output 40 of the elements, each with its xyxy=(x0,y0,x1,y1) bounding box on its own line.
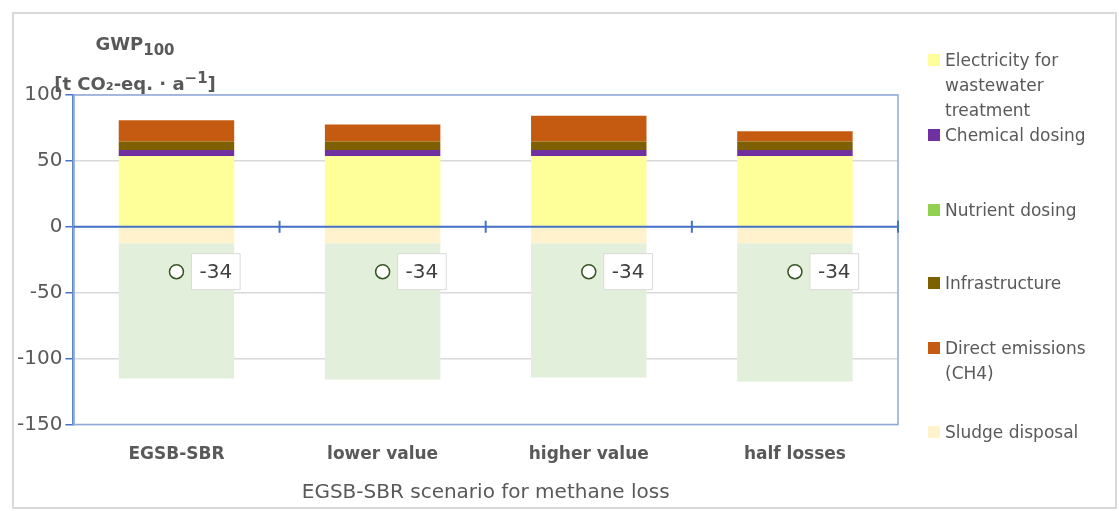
bar xyxy=(324,155,441,227)
bar xyxy=(737,155,853,227)
bar xyxy=(118,120,235,142)
legend-label: Direct emissions (CH4) xyxy=(945,337,1087,385)
y-tick-label: 0 xyxy=(49,213,63,238)
bar xyxy=(531,115,647,142)
bar xyxy=(324,150,441,156)
legend-label: Electricity for wastewater treatment xyxy=(945,49,1060,122)
x-axis-title: EGSB-SBR scenario for methane loss xyxy=(301,479,670,504)
x-tick-label: lower value xyxy=(327,443,439,464)
data-label: -34 xyxy=(405,258,439,283)
legend-label: Sludge disposal xyxy=(945,421,1079,444)
bar xyxy=(531,141,647,151)
bar xyxy=(118,227,235,244)
legend-label: Nutrient dosing xyxy=(945,199,1077,222)
bar xyxy=(737,141,853,151)
legend-label: Chemical dosing xyxy=(945,124,1086,147)
bar xyxy=(324,227,441,244)
bar xyxy=(118,155,235,227)
y-tick-label: 50 xyxy=(36,147,63,172)
bar xyxy=(531,155,647,227)
legend-label: Infrastructure xyxy=(945,272,1062,295)
y-tick-label: -150 xyxy=(17,410,63,435)
bar xyxy=(118,141,235,151)
data-label: -34 xyxy=(817,258,851,283)
bar xyxy=(118,150,235,156)
data-label: -34 xyxy=(611,258,645,283)
y-tick-label: -100 xyxy=(17,344,63,369)
bar xyxy=(737,150,853,156)
data-label: -34 xyxy=(199,258,233,283)
x-tick-label: half losses xyxy=(743,443,846,464)
bar xyxy=(324,124,441,142)
y-tick-label: -50 xyxy=(29,278,63,303)
bar xyxy=(531,227,647,244)
x-tick-label: higher value xyxy=(528,443,649,464)
bar xyxy=(531,150,647,156)
bar xyxy=(737,227,853,244)
bar xyxy=(737,131,853,142)
x-tick-label: EGSB-SBR xyxy=(128,443,225,464)
bar xyxy=(324,141,441,151)
